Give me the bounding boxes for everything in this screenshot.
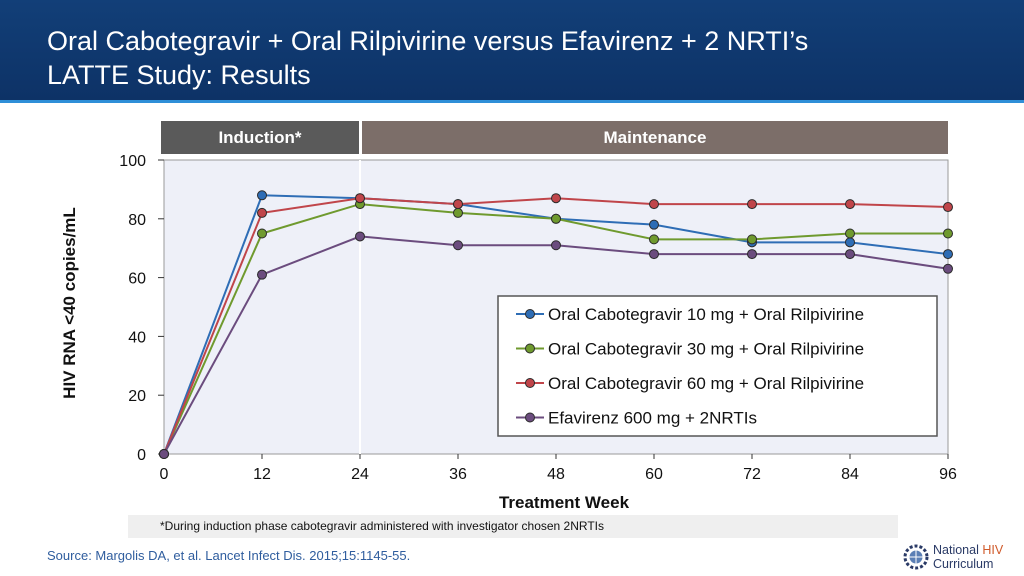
page-title: Oral Cabotegravir + Oral Rilpivirine ver…	[47, 24, 808, 92]
series-3-point	[747, 199, 757, 210]
series-4-point	[845, 249, 855, 260]
series-3-point	[551, 193, 561, 204]
legend-label-1: Oral Cabotegravir 10 mg + Oral Rilpiviri…	[548, 305, 864, 324]
x-tick-label: 72	[743, 466, 761, 483]
series-3-point	[845, 199, 855, 210]
legend-box	[497, 295, 938, 437]
gear-globe-icon	[903, 544, 929, 570]
x-tick-label: 12	[253, 466, 271, 483]
x-tick-label: 36	[449, 466, 467, 483]
footnote-bar	[128, 515, 898, 538]
logo-word-national: National	[933, 543, 979, 557]
y-tick-label: 40	[128, 329, 146, 346]
legend-marker-4	[525, 412, 535, 423]
phase-induction-label: Induction*	[161, 121, 359, 154]
y-tick-label: 60	[128, 271, 146, 288]
logo-word-hiv: HIV	[982, 543, 1004, 557]
series-4-point	[551, 240, 561, 251]
legend-marker-2	[525, 343, 535, 354]
x-tick-label: 60	[645, 466, 663, 483]
series-1-point	[943, 249, 953, 260]
series-1-point	[649, 219, 659, 230]
x-tick-label: 84	[841, 466, 859, 483]
page-title-line2: LATTE Study: Results	[47, 60, 311, 90]
series-1-point	[845, 237, 855, 248]
series-3-point	[355, 193, 365, 204]
x-tick-label: 48	[547, 466, 565, 483]
legend-marker-1	[525, 309, 535, 319]
y-tick-label: 100	[119, 153, 146, 170]
series-2-point	[747, 234, 757, 245]
series-1-point	[257, 190, 267, 201]
legend-label-3: Oral Cabotegravir 60 mg + Oral Rilpiviri…	[548, 374, 864, 393]
series-4-point	[747, 249, 757, 260]
series-4-point	[649, 249, 659, 260]
legend-label-4: Efavirenz 600 mg + 2NRTIs	[548, 409, 757, 428]
phase-maintenance-label: Maintenance	[362, 121, 948, 154]
series-3-point	[943, 202, 953, 213]
series-2-point	[551, 213, 561, 224]
logo-word-curriculum: Curriculum	[933, 557, 994, 571]
y-tick-label: 0	[137, 447, 146, 464]
series-3-point	[257, 207, 267, 218]
legend-marker-3	[525, 378, 535, 388]
series-4-point	[159, 449, 169, 459]
series-3-point	[453, 199, 463, 210]
series-4-point	[355, 231, 365, 242]
series-4-point	[943, 263, 953, 274]
y-tick-label: 80	[128, 212, 146, 229]
header-banner: Oral Cabotegravir + Oral Rilpivirine ver…	[0, 0, 1024, 103]
series-2-point	[453, 207, 463, 218]
legend-label-2: Oral Cabotegravir 30 mg + Oral Rilpiviri…	[548, 340, 864, 359]
page-title-line1: Oral Cabotegravir + Oral Rilpivirine ver…	[47, 26, 809, 56]
x-axis-label: Treatment Week	[499, 493, 630, 512]
source-citation: Source: Margolis DA, et al. Lancet Infec…	[47, 548, 411, 563]
y-axis-label: HIV RNA <40 copies/mL	[60, 207, 79, 399]
series-4-point	[257, 269, 267, 280]
series-3-point	[649, 199, 659, 210]
national-hiv-curriculum-logo: National HIV Curriculum	[903, 542, 1021, 574]
x-tick-label: 24	[351, 466, 369, 483]
y-tick-label: 20	[128, 388, 146, 405]
series-2-point	[943, 228, 953, 239]
x-tick-label: 96	[939, 466, 957, 483]
series-2-point	[257, 228, 267, 239]
series-4-point	[453, 240, 463, 251]
series-2-point	[845, 228, 855, 239]
series-2-point	[649, 234, 659, 245]
footnote: *During induction phase cabotegravir adm…	[160, 519, 605, 533]
x-tick-label: 0	[160, 466, 169, 483]
